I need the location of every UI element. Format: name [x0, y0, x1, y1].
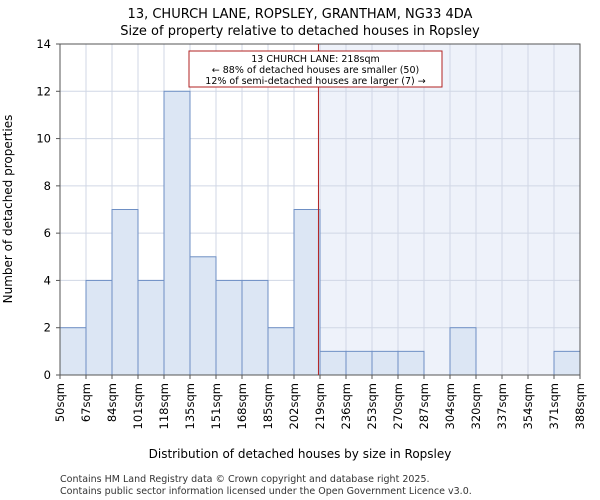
chart-subtitle: Size of property relative to detached ho… [120, 24, 480, 39]
x-tick-label: 320sqm [469, 383, 483, 429]
footer-line-1: Contains HM Land Registry data © Crown c… [60, 474, 430, 485]
x-tick-label: 287sqm [417, 383, 431, 429]
y-axis-label: Number of detached properties [1, 115, 15, 304]
x-tick-label: 388sqm [573, 383, 587, 429]
bar [397, 350, 425, 376]
x-tick-label: 67sqm [79, 383, 93, 422]
chart-title: 13, CHURCH LANE, ROPSLEY, GRANTHAM, NG33… [128, 7, 473, 22]
x-axis-ticks: 50sqm 67sqm 84sqm 101sqm 118sqm 135sqm 151sqm 1… [53, 375, 587, 429]
y-tick-label: 14 [36, 37, 51, 51]
x-tick-label: 185sqm [261, 383, 275, 429]
x-tick-label: 118sqm [157, 383, 171, 429]
x-tick-label: 101sqm [131, 383, 145, 429]
property-annotation: 13 CHURCH LANE: 218sqm ← 88% of detached… [188, 50, 443, 88]
bar [293, 209, 321, 376]
x-tick-label: 337sqm [495, 383, 509, 429]
bar [241, 279, 269, 376]
x-tick-label: 270sqm [391, 383, 405, 429]
y-tick-label: 10 [36, 132, 51, 146]
y-tick-label: 12 [36, 84, 51, 98]
x-tick-label: 50sqm [53, 383, 67, 422]
y-axis-ticks: 0 2 4 6 8 10 12 14 [36, 37, 60, 382]
bar [345, 350, 373, 376]
bar [215, 279, 243, 376]
bar [267, 327, 295, 376]
x-axis-label: Distribution of detached houses by size … [149, 447, 452, 461]
footer-line-2: Contains public sector information licen… [60, 486, 472, 497]
larger-houses-region [318, 44, 580, 375]
bar [85, 279, 113, 376]
annotation-line-2: ← 88% of detached houses are smaller (50… [212, 65, 419, 76]
bar [137, 279, 165, 376]
bar [111, 209, 139, 376]
y-tick-label: 0 [44, 368, 51, 382]
x-tick-label: 84sqm [105, 383, 119, 422]
x-tick-label: 354sqm [521, 383, 535, 429]
y-tick-label: 6 [44, 226, 51, 240]
x-tick-label: 151sqm [209, 383, 223, 429]
x-tick-label: 135sqm [183, 383, 197, 429]
bar [319, 350, 347, 376]
y-tick-label: 4 [44, 273, 51, 287]
annotation-line-3: 12% of semi-detached houses are larger (… [205, 76, 425, 87]
bar [449, 327, 477, 376]
bar [189, 256, 217, 376]
x-tick-label: 236sqm [339, 383, 353, 429]
annotation-line-1: 13 CHURCH LANE: 218sqm [251, 54, 379, 65]
y-tick-label: 8 [44, 179, 51, 193]
x-tick-label: 168sqm [235, 383, 249, 429]
x-tick-label: 304sqm [443, 383, 457, 429]
x-tick-label: 202sqm [287, 383, 301, 429]
x-tick-label: 253sqm [365, 383, 379, 429]
bar [163, 90, 191, 376]
bar [59, 327, 87, 376]
bar [371, 350, 399, 376]
annotation-box [188, 50, 443, 88]
bar [553, 350, 581, 376]
y-tick-label: 2 [44, 321, 51, 335]
x-tick-label: 371sqm [547, 383, 561, 429]
x-tick-label: 219sqm [313, 383, 327, 429]
